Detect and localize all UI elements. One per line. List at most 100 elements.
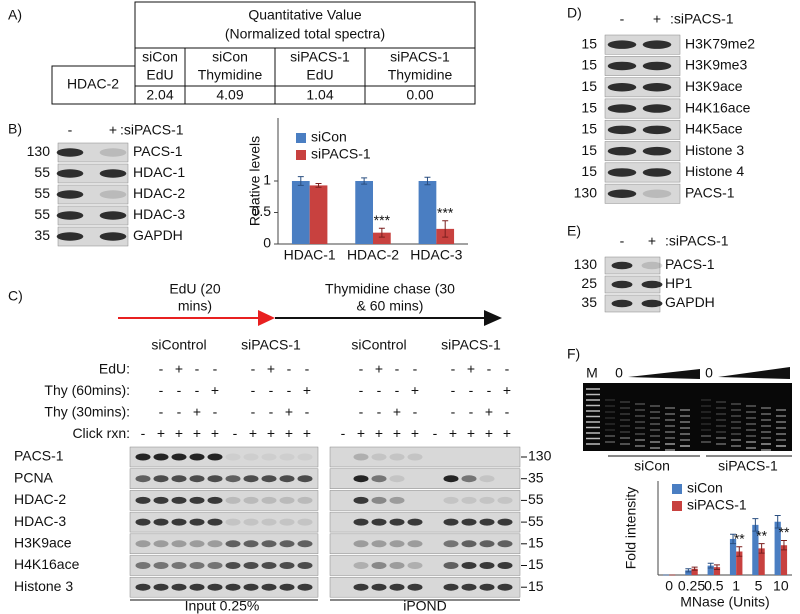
blot xyxy=(329,468,521,489)
arrow-head xyxy=(484,310,502,326)
band xyxy=(243,562,259,569)
condition-sign: + xyxy=(393,425,401,441)
protein-label: H3K9me3 xyxy=(685,57,747,73)
condition-sign: - xyxy=(451,382,456,398)
lane-label: + xyxy=(109,122,117,138)
x-axis-title: MNase (Units) xyxy=(680,594,769,610)
condition-sign: + xyxy=(211,425,219,441)
band xyxy=(611,261,633,270)
protein-label: PACS-1 xyxy=(665,256,715,272)
condition-sign: + xyxy=(175,425,183,441)
protein-label: Histone 3 xyxy=(14,578,73,594)
error-bar xyxy=(758,543,765,554)
protein-label: GAPDH xyxy=(133,227,183,243)
arrow-label: mins) xyxy=(178,298,212,314)
band xyxy=(207,475,223,483)
gradient-wedge xyxy=(628,369,700,379)
band xyxy=(642,168,672,177)
condition-sign: - xyxy=(159,404,164,420)
blot xyxy=(129,490,319,511)
condition-sign: - xyxy=(269,404,274,420)
band xyxy=(642,61,672,71)
band xyxy=(207,496,223,504)
protein-label: H3K9ace xyxy=(685,78,743,94)
protein-label: HDAC-2 xyxy=(133,185,185,201)
band xyxy=(171,583,187,591)
band xyxy=(443,540,459,548)
condition-sign: - xyxy=(159,382,164,398)
band xyxy=(243,496,259,504)
band xyxy=(153,540,169,548)
condition-sign: + xyxy=(175,361,183,377)
band xyxy=(389,496,405,504)
band xyxy=(261,475,277,483)
group-label: siPACS-1 xyxy=(718,458,778,474)
band xyxy=(225,496,241,504)
y-tick-label: 0.5 xyxy=(252,203,272,219)
blot xyxy=(329,533,521,555)
band xyxy=(479,496,495,504)
legend-swatch xyxy=(296,133,306,143)
panel-letter: A) xyxy=(8,7,22,23)
error-bar xyxy=(315,183,322,188)
band xyxy=(611,299,633,308)
condition-sign: - xyxy=(305,361,310,377)
condition-sign: - xyxy=(359,361,364,377)
band xyxy=(607,82,637,92)
protein-label: PACS-1 xyxy=(14,448,64,464)
condition-sign: - xyxy=(469,404,474,420)
table-value: 2.04 xyxy=(146,87,173,103)
mw-marker: 15 xyxy=(581,163,597,179)
band xyxy=(153,583,169,591)
column-header: siPACS-1 xyxy=(290,49,350,65)
band xyxy=(479,562,495,569)
band xyxy=(171,453,187,461)
blot xyxy=(329,490,521,511)
blot xyxy=(129,533,319,555)
blot xyxy=(129,576,319,598)
band xyxy=(135,583,151,591)
blot xyxy=(604,162,681,183)
condition-sign: - xyxy=(159,361,164,377)
band xyxy=(279,583,295,591)
band xyxy=(279,518,295,526)
condition-sign: + xyxy=(467,425,475,441)
blot xyxy=(604,183,681,204)
band xyxy=(261,496,277,504)
blot xyxy=(329,576,521,598)
protein-label: H4K16ace xyxy=(685,99,751,115)
band xyxy=(353,518,369,526)
band xyxy=(389,475,405,483)
condition-sign: - xyxy=(359,382,364,398)
band xyxy=(371,496,387,504)
error-bar xyxy=(780,540,787,551)
blot xyxy=(329,511,521,533)
y-axis-title: Fold intensity xyxy=(623,487,639,569)
band xyxy=(353,562,369,569)
condition-sign: - xyxy=(195,361,200,377)
y-tick-label: 1 xyxy=(263,172,271,188)
band xyxy=(261,453,277,461)
mw-marker: 130 xyxy=(27,143,51,159)
mw-marker: 15 xyxy=(581,78,597,94)
mw-marker: 130 xyxy=(574,256,598,272)
condition-sign: - xyxy=(451,361,456,377)
band xyxy=(353,475,369,483)
group-label: siControl xyxy=(151,337,206,353)
band xyxy=(607,61,637,71)
column-header: Thymidine xyxy=(388,67,453,83)
condition-sign: + xyxy=(211,382,219,398)
band xyxy=(642,189,672,199)
condition-sign: - xyxy=(487,382,492,398)
condition-sign: - xyxy=(487,361,492,377)
band xyxy=(261,518,277,526)
condition-sign: - xyxy=(413,361,418,377)
protein-label: H3K79me2 xyxy=(685,35,755,51)
band xyxy=(407,453,423,461)
condition-sign: + xyxy=(375,425,383,441)
condition-sign: - xyxy=(359,404,364,420)
band xyxy=(297,496,313,504)
condition-sign: - xyxy=(251,382,256,398)
x-tick-label: 0.5 xyxy=(704,578,724,594)
group-label: siCon xyxy=(634,458,670,474)
